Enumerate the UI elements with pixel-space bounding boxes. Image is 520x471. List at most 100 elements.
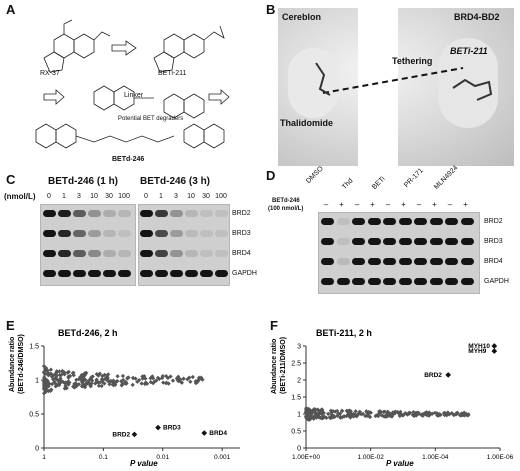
point-brd2 bbox=[131, 431, 138, 438]
y-tick-label: 1 bbox=[297, 412, 301, 419]
blot-c-1h-band bbox=[43, 250, 56, 257]
blot-c-1h-band bbox=[58, 210, 71, 217]
blot-c-3h-band bbox=[200, 250, 213, 257]
blot-d-band bbox=[414, 218, 427, 225]
blot-d-band bbox=[398, 278, 412, 285]
data-point bbox=[125, 375, 130, 380]
blot-d-band bbox=[398, 238, 412, 245]
blot-c-3h-band bbox=[215, 230, 228, 237]
data-point bbox=[356, 411, 361, 417]
data-point bbox=[163, 381, 169, 386]
data-point bbox=[100, 373, 105, 379]
data-point bbox=[353, 409, 358, 414]
blot-d-band bbox=[383, 258, 396, 265]
blot-d-band bbox=[352, 278, 365, 285]
data-point bbox=[351, 414, 356, 419]
data-point bbox=[88, 383, 93, 388]
data-point bbox=[45, 368, 50, 373]
point-label-myh10: MYH10 bbox=[468, 343, 490, 350]
data-point bbox=[41, 369, 47, 375]
blot-c-1h-lane-0: 0 bbox=[47, 193, 51, 200]
chart-f-xlabel: P value bbox=[386, 459, 414, 468]
blot-d-group-dmso: DMSO bbox=[305, 165, 325, 185]
blot-c-3h-band bbox=[185, 270, 198, 277]
blot-d-minus: – bbox=[447, 200, 453, 209]
blot-d-band bbox=[460, 218, 474, 225]
blot-c-3h-band bbox=[155, 230, 168, 237]
compound-betd246-label: BETd-246 bbox=[112, 156, 145, 163]
blot-c-1h-band bbox=[118, 270, 131, 277]
data-point bbox=[190, 374, 195, 380]
blot-c-1h-band bbox=[73, 270, 86, 277]
blot-d-band bbox=[414, 238, 427, 245]
y-tick-label: 1 bbox=[35, 378, 39, 385]
blot-c-1h-band bbox=[118, 210, 131, 217]
blot-c-3h-band bbox=[140, 250, 153, 257]
blot-d-label-brd3: BRD3 bbox=[484, 238, 503, 245]
blot-c-1h-band bbox=[73, 250, 86, 257]
data-point bbox=[303, 409, 309, 414]
data-point bbox=[348, 414, 353, 419]
y-tick-label: 2.5 bbox=[291, 361, 301, 368]
data-point bbox=[120, 373, 126, 379]
blot-d-band bbox=[445, 278, 458, 285]
data-point bbox=[165, 375, 171, 381]
blot-c-3h-band bbox=[170, 270, 183, 277]
blot-d-group-mln4924: MLN4924 bbox=[433, 164, 460, 191]
data-point bbox=[57, 372, 62, 378]
data-point bbox=[49, 381, 55, 387]
data-point bbox=[435, 413, 440, 418]
blot-d-minus: – bbox=[354, 200, 360, 209]
blot-c-1h-band bbox=[58, 270, 71, 277]
blot-c-1h-lane-100: 100 bbox=[118, 193, 130, 200]
scatter-chart-f: BETi-211, 2 h Abundance ratio (BETi-211/… bbox=[271, 328, 514, 468]
blot-d-band bbox=[367, 258, 381, 265]
blot-c-3h-band bbox=[155, 270, 168, 277]
blot-c-title-1h: BETd-246 (1 h) bbox=[48, 176, 119, 187]
blot-c-1h-band bbox=[73, 230, 86, 237]
chart-e-ylabel-1: Abundance ratio bbox=[9, 337, 16, 392]
chart-e-ylabel-2: (BETd-246/DMSO) bbox=[18, 334, 25, 394]
tether-line bbox=[315, 62, 493, 101]
blot-d-band bbox=[367, 238, 381, 245]
compound-rx37-label: RX-37 bbox=[40, 70, 60, 77]
data-point bbox=[199, 375, 204, 380]
data-point bbox=[304, 406, 309, 412]
data-point bbox=[135, 379, 140, 384]
point-label-brd2: BRD2 bbox=[112, 431, 130, 438]
data-point bbox=[411, 409, 416, 415]
point-label-brd2: BRD2 bbox=[424, 372, 442, 379]
data-point bbox=[119, 383, 124, 388]
blot-c-3h-band bbox=[185, 210, 198, 217]
blot-d-band bbox=[383, 218, 396, 225]
blot-c-1h-band bbox=[118, 250, 131, 257]
blot-c-3h-lane-30: 30 bbox=[202, 193, 210, 200]
compound-beti211-label: BETi-211 bbox=[158, 70, 187, 77]
data-point bbox=[83, 372, 88, 377]
data-point bbox=[53, 384, 58, 389]
blot-c-label-brd2: BRD2 bbox=[232, 210, 251, 217]
x-tick-label: 0.1 bbox=[99, 454, 108, 461]
x-tick-label: 1.00E-04 bbox=[422, 454, 449, 461]
x-tick-label: 1 bbox=[42, 454, 46, 461]
data-point bbox=[193, 380, 199, 386]
data-point bbox=[378, 409, 383, 414]
blot-d-band bbox=[352, 218, 365, 225]
blot-c-3h-band bbox=[215, 270, 228, 277]
blot-d-label-brd2: BRD2 bbox=[484, 218, 503, 225]
chart-f-title: BETi-211, 2 h bbox=[316, 328, 372, 338]
blot-c-1h-band bbox=[103, 210, 116, 217]
data-point bbox=[166, 381, 171, 386]
data-point bbox=[383, 414, 388, 419]
blot-c-1h-band bbox=[43, 230, 56, 237]
data-point bbox=[317, 409, 322, 414]
blot-c-1h-band bbox=[88, 250, 101, 257]
blot-c-3h-band bbox=[155, 210, 168, 217]
thalidomide-label: Thalidomide bbox=[280, 118, 334, 128]
blot-c-1h-lane-1: 1 bbox=[62, 193, 66, 200]
blot-d-band bbox=[383, 238, 396, 245]
data-point bbox=[83, 381, 89, 386]
chart-e-xlabel: P value bbox=[130, 459, 158, 468]
data-point bbox=[80, 377, 85, 382]
blot-c-1h-band bbox=[58, 250, 71, 257]
